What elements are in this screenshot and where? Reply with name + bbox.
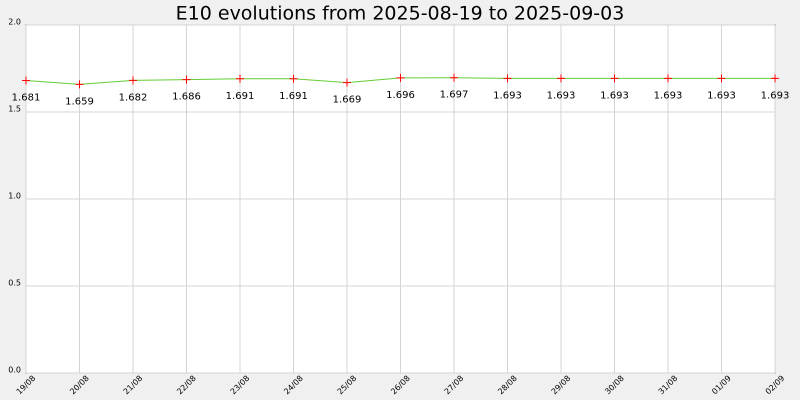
y-tick-label: 1.0 bbox=[8, 192, 21, 201]
marker bbox=[22, 76, 30, 85]
marker bbox=[343, 78, 351, 87]
data-label: 1.691 bbox=[226, 91, 255, 102]
marker bbox=[450, 73, 458, 82]
data-label: 1.697 bbox=[440, 90, 469, 101]
y-tick-label: 1.5 bbox=[8, 105, 21, 114]
data-label: 1.659 bbox=[65, 96, 94, 107]
data-label: 1.686 bbox=[172, 92, 201, 103]
data-label: 1.693 bbox=[761, 90, 790, 101]
y-tick-label: 0.5 bbox=[8, 279, 21, 288]
marker bbox=[289, 74, 298, 83]
data-label: 1.696 bbox=[386, 90, 415, 101]
marker bbox=[557, 74, 565, 83]
data-label: 1.682 bbox=[119, 92, 148, 103]
marker bbox=[129, 76, 137, 85]
data-label: 1.691 bbox=[279, 91, 308, 102]
data-label: 1.693 bbox=[600, 90, 629, 101]
y-tick-label: 2.0 bbox=[8, 18, 21, 27]
data-label: 1.669 bbox=[333, 95, 362, 106]
marker bbox=[503, 74, 512, 83]
marker bbox=[236, 74, 244, 83]
marker bbox=[396, 73, 405, 82]
marker bbox=[771, 74, 779, 83]
marker bbox=[664, 74, 672, 83]
data-label: 1.693 bbox=[707, 90, 736, 101]
marker bbox=[610, 74, 619, 83]
marker bbox=[75, 80, 84, 89]
marker bbox=[182, 75, 191, 84]
data-label: 1.693 bbox=[493, 90, 522, 101]
chart-title: E10 evolutions from 2025-08-19 to 2025-0… bbox=[176, 3, 625, 25]
data-label: 1.681 bbox=[12, 93, 41, 104]
data-label: 1.693 bbox=[654, 90, 683, 101]
y-tick-label: 0.0 bbox=[8, 366, 21, 375]
data-label: 1.693 bbox=[547, 90, 576, 101]
marker bbox=[717, 74, 726, 83]
